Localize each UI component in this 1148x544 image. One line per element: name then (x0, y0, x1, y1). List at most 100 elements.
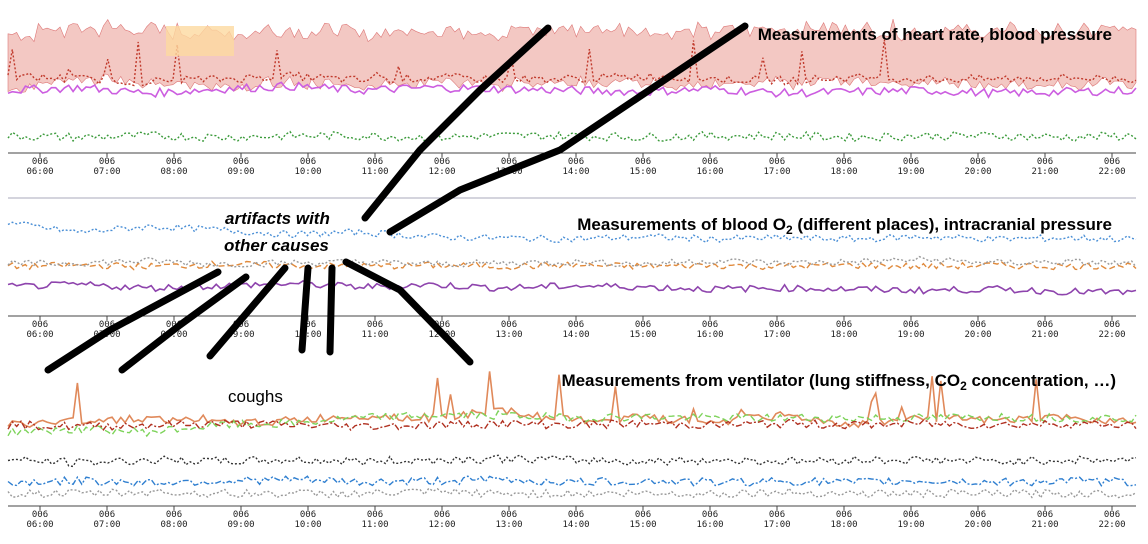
x-tick-time: 12:00 (428, 167, 455, 177)
x-tick-day: 006 (367, 320, 383, 330)
x-tick-time: 16:00 (696, 167, 723, 177)
x-tick-day: 006 (702, 157, 718, 167)
x-tick-day: 006 (635, 157, 651, 167)
x-tick-day: 006 (970, 320, 986, 330)
annotation-stroke (44, 268, 222, 374)
x-tick-day: 006 (233, 510, 249, 520)
x-tick-time: 06:00 (26, 167, 53, 177)
x-tick-day: 006 (903, 510, 919, 520)
annotation-stroke (386, 22, 749, 236)
series-line-3 (7, 418, 1137, 432)
x-tick-time: 11:00 (361, 520, 388, 530)
x-tick-time: 08:00 (160, 520, 187, 530)
x-tick-day: 006 (166, 510, 182, 520)
x-tick-time: 20:00 (964, 520, 991, 530)
x-tick-time: 08:00 (160, 330, 187, 340)
x-tick-time: 12:00 (428, 520, 455, 530)
x-tick-time: 09:00 (227, 330, 254, 340)
x-tick-day: 006 (903, 157, 919, 167)
hand-drawn-strokes (44, 22, 749, 374)
x-tick-time: 22:00 (1098, 330, 1125, 340)
series-line-2 (7, 410, 1137, 438)
x-tick-day: 006 (367, 510, 383, 520)
x-tick-day: 006 (970, 510, 986, 520)
x-tick-time: 07:00 (93, 167, 120, 177)
x-tick-time: 09:00 (227, 520, 254, 530)
x-tick-time: 07:00 (93, 520, 120, 530)
x-tick-time: 13:00 (495, 520, 522, 530)
x-tick-time: 10:00 (294, 330, 321, 340)
x-tick-day: 006 (1104, 157, 1120, 167)
x-tick-time: 06:00 (26, 520, 53, 530)
x-tick-time: 16:00 (696, 330, 723, 340)
annotation-artifacts-line2: other causes (224, 236, 329, 255)
series-line-2 (7, 260, 1137, 271)
x-tick-day: 006 (300, 510, 316, 520)
x-tick-day: 006 (635, 510, 651, 520)
series-band (7, 18, 1137, 93)
x-tick-time: 14:00 (562, 167, 589, 177)
series-line-3 (7, 255, 1137, 268)
x-tick-time: 14:00 (562, 330, 589, 340)
panel-3-title: Measurements from ventilator (lung stiff… (561, 371, 1116, 393)
x-tick-time: 16:00 (696, 520, 723, 530)
x-tick-day: 006 (300, 320, 316, 330)
x-tick-time: 18:00 (830, 520, 857, 530)
x-tick-day: 006 (836, 157, 852, 167)
x-tick-day: 006 (99, 510, 115, 520)
x-tick-day: 006 (836, 320, 852, 330)
annotation-stroke (298, 264, 312, 354)
panel-3: 00606:0000607:0000608:0000609:0000610:00… (7, 371, 1137, 530)
x-tick-day: 006 (1104, 510, 1120, 520)
x-tick-day: 006 (434, 510, 450, 520)
x-tick-time: 21:00 (1031, 167, 1058, 177)
x-tick-day: 006 (32, 510, 48, 520)
x-tick-day: 006 (501, 157, 517, 167)
x-tick-time: 18:00 (830, 167, 857, 177)
series-line-2 (7, 39, 1137, 87)
x-tick-day: 006 (1037, 157, 1053, 167)
x-tick-time: 22:00 (1098, 520, 1125, 530)
x-tick-time: 21:00 (1031, 520, 1058, 530)
x-tick-day: 006 (99, 157, 115, 167)
x-tick-day: 006 (903, 320, 919, 330)
x-tick-day: 006 (769, 320, 785, 330)
x-tick-day: 006 (1037, 510, 1053, 520)
x-tick-day: 006 (702, 510, 718, 520)
x-tick-time: 19:00 (897, 520, 924, 530)
x-tick-time: 15:00 (629, 330, 656, 340)
x-tick-day: 006 (769, 510, 785, 520)
x-tick-time: 17:00 (763, 520, 790, 530)
x-tick-time: 22:00 (1098, 167, 1125, 177)
panel-1-title: Measurements of heart rate, blood pressu… (758, 25, 1112, 44)
x-tick-time: 19:00 (897, 167, 924, 177)
x-tick-time: 08:00 (160, 167, 187, 177)
x-tick-day: 006 (501, 510, 517, 520)
annotation-stroke (118, 273, 250, 374)
panel-2: 00606:0000607:0000608:0000609:0000610:00… (7, 197, 1137, 340)
x-tick-day: 006 (568, 320, 584, 330)
x-tick-day: 006 (568, 510, 584, 520)
series-line-4 (7, 454, 1137, 468)
highlight-box (166, 26, 234, 56)
annotation-stroke (326, 264, 336, 356)
x-tick-day: 006 (32, 157, 48, 167)
x-tick-day: 006 (1037, 320, 1053, 330)
annotation-stroke (206, 264, 289, 360)
x-tick-time: 13:00 (495, 330, 522, 340)
x-tick-day: 006 (434, 320, 450, 330)
x-tick-time: 17:00 (763, 330, 790, 340)
series-line-5 (7, 475, 1137, 488)
x-tick-day: 006 (1104, 320, 1120, 330)
x-tick-time: 15:00 (629, 520, 656, 530)
x-tick-time: 15:00 (629, 167, 656, 177)
x-tick-day: 006 (702, 320, 718, 330)
x-tick-day: 006 (233, 157, 249, 167)
x-tick-time: 20:00 (964, 167, 991, 177)
series-line-6 (7, 487, 1137, 500)
x-tick-time: 10:00 (294, 167, 321, 177)
x-tick-time: 14:00 (562, 520, 589, 530)
x-tick-day: 006 (166, 157, 182, 167)
x-tick-time: 11:00 (361, 330, 388, 340)
